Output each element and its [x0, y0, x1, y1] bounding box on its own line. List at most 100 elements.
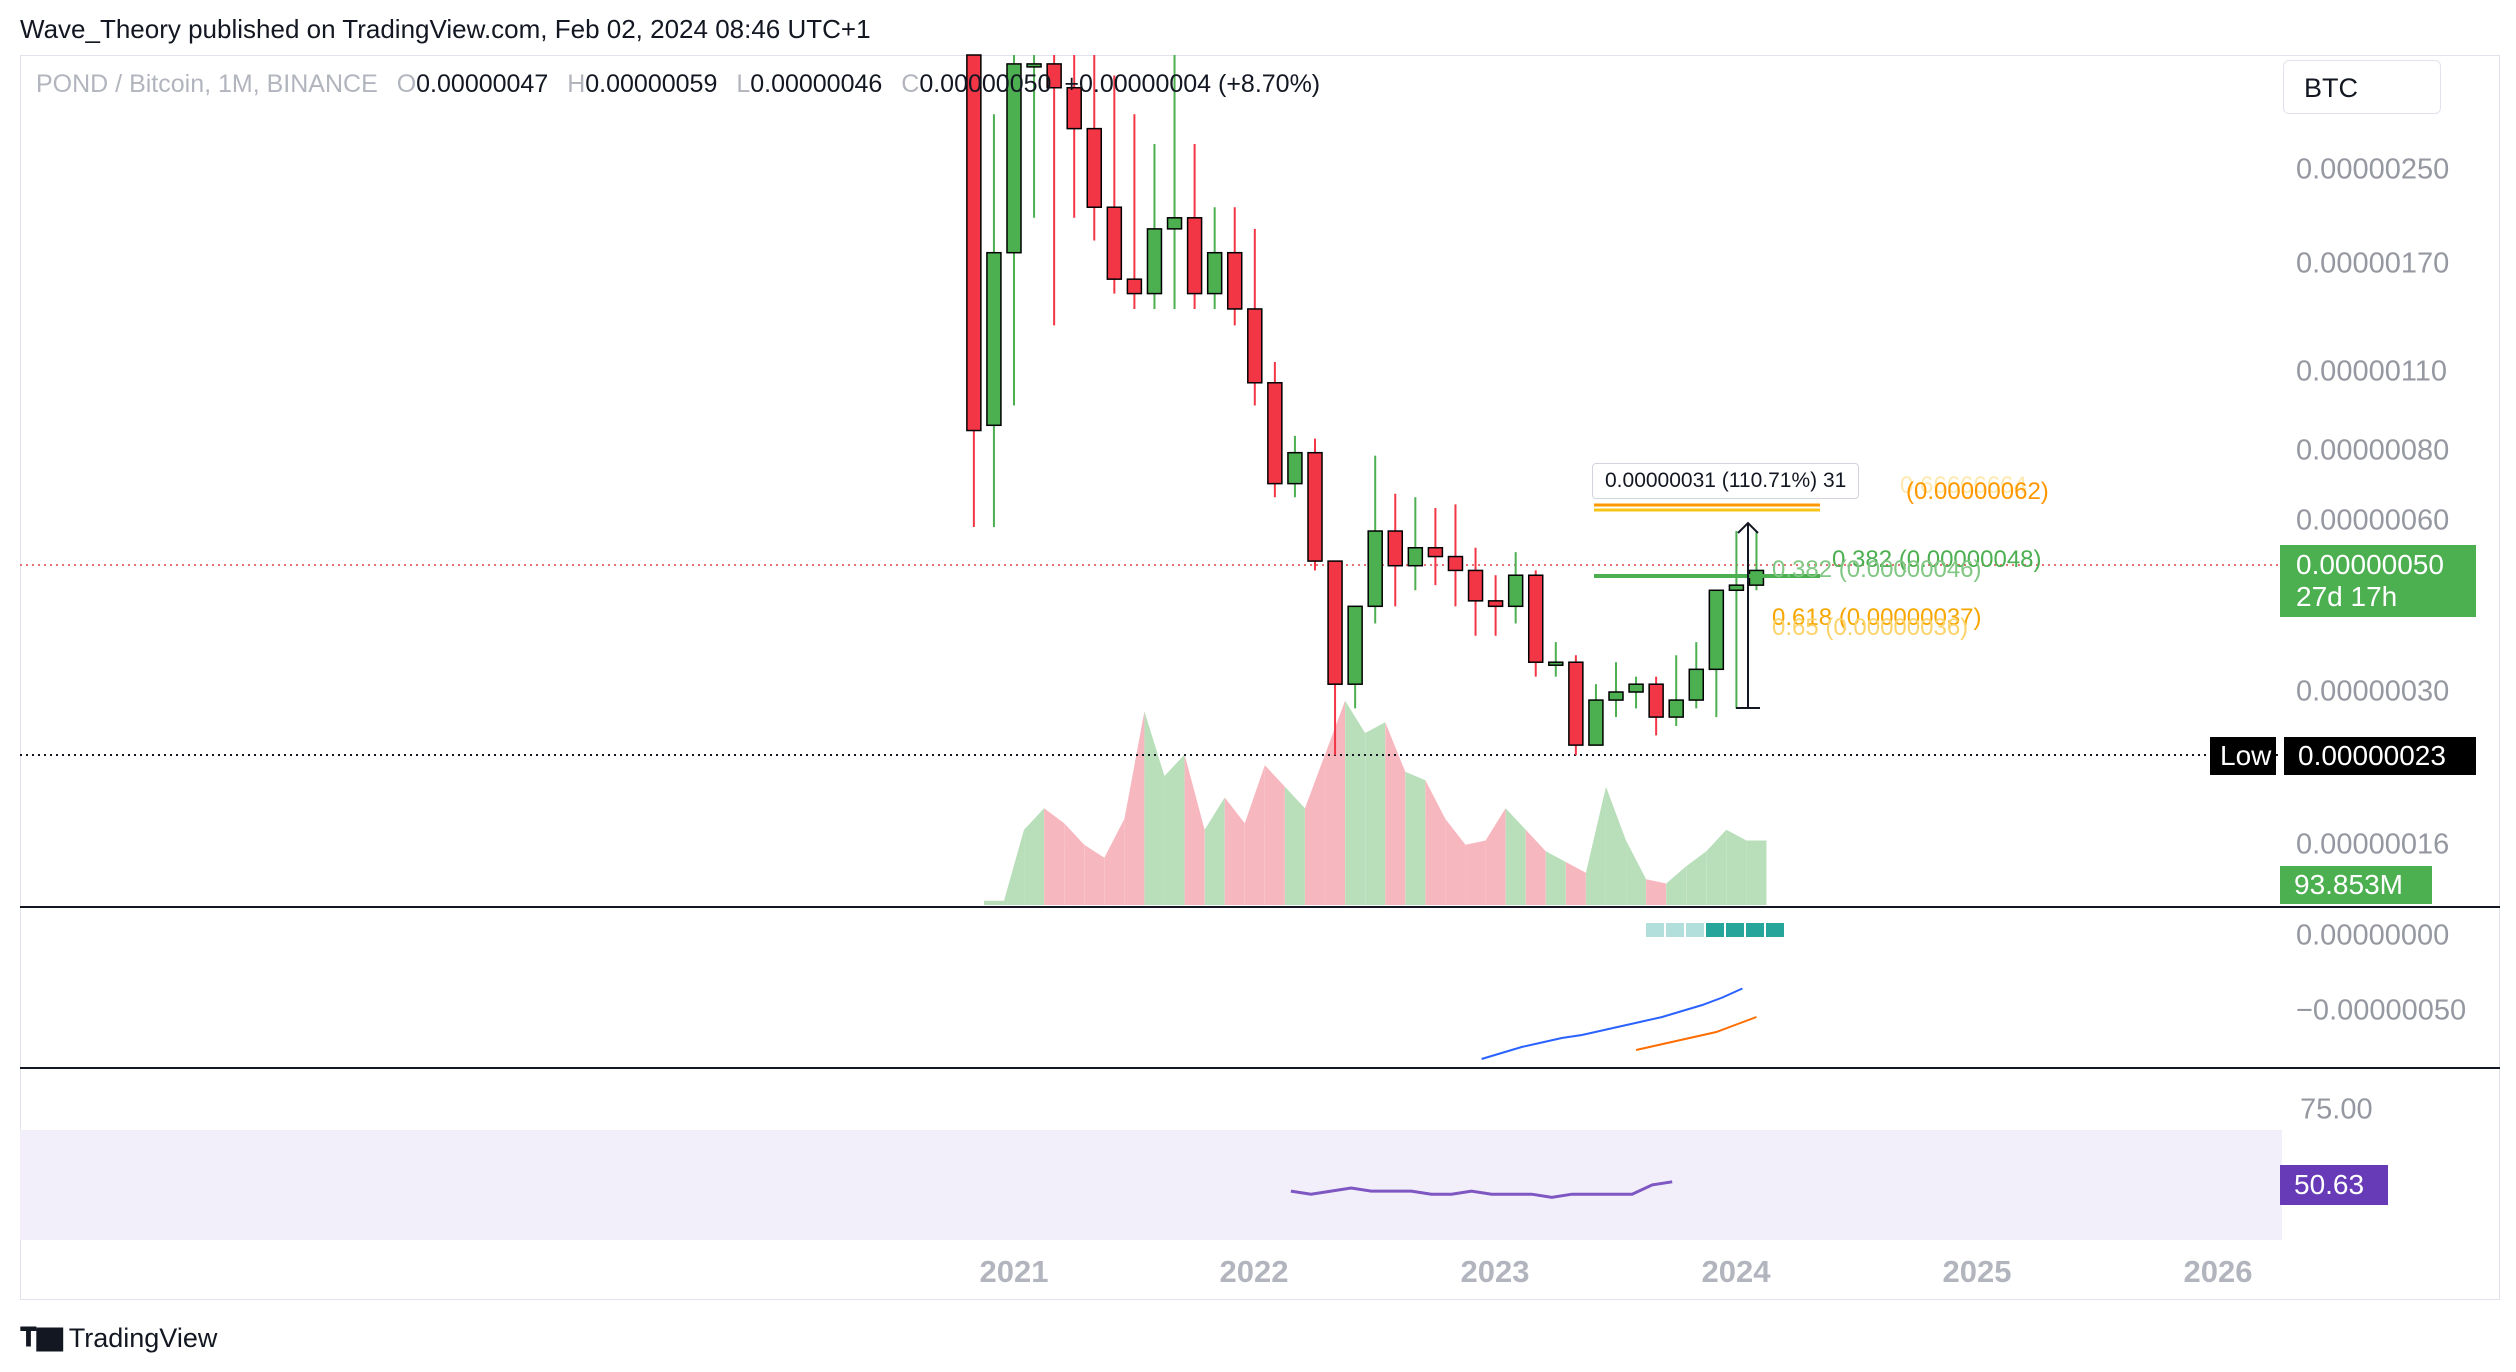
fib-upper-label: (0.00000062): [1906, 478, 2049, 505]
candle: [1046, 55, 1062, 326]
volume-segment: [1626, 840, 1647, 905]
low-tag: Low: [2210, 737, 2276, 775]
volume-profile: [983, 700, 1767, 905]
volume-segment: [1024, 808, 1045, 905]
volume-segment: [1425, 780, 1446, 905]
macd-hist-bar: [1706, 923, 1724, 937]
current-price-badge: 0.00000050 27d 17h: [2280, 545, 2476, 617]
measure-tool[interactable]: [1736, 521, 1760, 709]
candle: [1287, 435, 1303, 498]
candle: [1467, 547, 1484, 636]
candle: [1307, 438, 1323, 571]
candle: [1748, 531, 1765, 591]
volume-segment: [1746, 840, 1767, 905]
volume-segment: [1204, 797, 1225, 905]
low-value-badge: 0.00000023: [2284, 737, 2476, 775]
candle: [1146, 143, 1163, 309]
candle: [1367, 455, 1383, 624]
price-tick: 0.00000030: [2296, 675, 2450, 708]
volume-segment: [1124, 711, 1145, 905]
candle: [1708, 589, 1725, 718]
volume-segment: [1264, 765, 1285, 905]
measure-label[interactable]: 0.00000031 (110.71%) 31: [1592, 463, 1860, 499]
rsi-band: [20, 1130, 2282, 1240]
volume-segment: [1666, 866, 1687, 905]
low-value: 0.00000046: [750, 70, 883, 98]
fib-382-label: 0.382 (0.00000048): [1832, 546, 2042, 573]
candle: [1628, 676, 1644, 709]
macd-hist-bar: [1666, 923, 1684, 937]
fib-65-label: 0.65 (0.00000036): [1772, 614, 1969, 641]
candle: [1166, 55, 1183, 309]
time-tick: 2024: [1701, 1254, 1771, 1289]
candle: [1126, 114, 1143, 309]
volume-segment: [1505, 808, 1526, 905]
candle: [1507, 552, 1524, 624]
volume-segment: [1224, 797, 1245, 905]
volume-segment: [983, 900, 1004, 905]
ohlc-legend: POND / Bitcoin, 1M, BINANCE O0.00000047 …: [36, 70, 1321, 98]
price-tick: 0.00000250: [2296, 153, 2450, 186]
time-tick: 2025: [1942, 1254, 2012, 1289]
volume-segment: [1164, 754, 1185, 905]
candle-countdown: 27d 17h: [2296, 581, 2398, 612]
tradingview-logo[interactable]: 𝐓▇ TradingView: [20, 1322, 217, 1354]
volume-segment: [1465, 840, 1486, 905]
candle: [1447, 504, 1464, 607]
volume-segment: [1585, 786, 1606, 905]
current-price-value: 0.00000050: [2296, 549, 2444, 580]
price-tick: 0.00000110: [2296, 355, 2448, 388]
macd-histogram: [1646, 923, 1784, 937]
volume-segment: [1405, 771, 1426, 905]
volume-segment: [1686, 851, 1707, 905]
volume-segment: [1284, 786, 1305, 905]
fib-upper-faded: 0.66666664: [1900, 472, 2027, 499]
macd-hist-bar: [1726, 923, 1744, 937]
volume-segment: [1445, 819, 1466, 905]
change-value: +0.00000004 (+8.70%): [1064, 70, 1321, 98]
time-tick: 2022: [1219, 1254, 1289, 1289]
candle: [1327, 560, 1343, 756]
volume-segment: [1004, 829, 1024, 905]
candle: [1086, 55, 1103, 241]
volume-segment: [1144, 711, 1165, 905]
volume-segment: [1064, 823, 1085, 905]
candle: [1206, 207, 1223, 309]
candle: [1066, 55, 1082, 218]
candles: [966, 54, 1765, 756]
footer-brand: TradingView: [68, 1322, 218, 1353]
volume-segment: [1244, 765, 1265, 905]
volume-segment: [1305, 754, 1325, 905]
candle: [986, 114, 1002, 528]
macd-hist-bar: [1686, 923, 1704, 937]
symbol-label[interactable]: POND / Bitcoin, 1M, BINANCE: [36, 70, 378, 98]
candle: [1186, 143, 1203, 309]
rsi-line: [1290, 1180, 1673, 1199]
rsi-tick: 75.00: [2300, 1093, 2373, 1126]
volume-segment: [1606, 786, 1626, 905]
volume-segment: [1104, 819, 1125, 905]
time-tick: 2023: [1460, 1254, 1530, 1289]
time-tick: 2026: [2183, 1254, 2253, 1289]
candle: [1487, 575, 1504, 636]
candle: [1608, 662, 1624, 718]
currency-button[interactable]: BTC: [2283, 60, 2441, 114]
candle: [1106, 75, 1123, 294]
volume-segment: [1385, 722, 1406, 905]
candle: [1728, 531, 1745, 709]
candle: [1648, 676, 1664, 736]
time-tick: 2021: [979, 1254, 1049, 1289]
volume-segment: [1325, 700, 1346, 905]
price-tick: 0.00000170: [2296, 247, 2450, 280]
volume-segment: [1565, 862, 1586, 905]
chart-frame: [20, 55, 2500, 1300]
volume-segment: [1485, 808, 1506, 905]
candle: [1548, 642, 1564, 677]
fib-382b-label: 0.382 (0.00000046): [1772, 556, 1982, 583]
open-value: 0.00000047: [416, 70, 549, 98]
volume-badge: 93.853M: [2280, 866, 2432, 904]
candle: [1226, 207, 1243, 326]
candle: [1688, 642, 1705, 709]
candle: [1006, 55, 1022, 406]
